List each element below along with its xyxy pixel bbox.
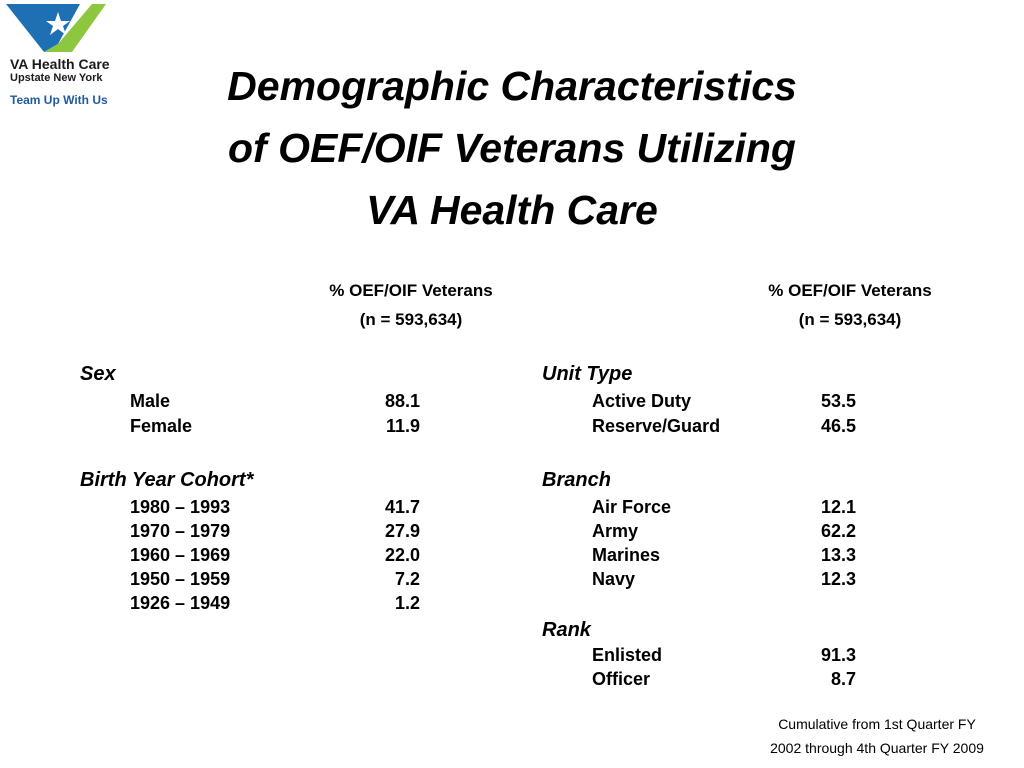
row-label: 1980 – 1993 <box>130 497 231 517</box>
logo-title: VA Health Care <box>10 56 110 72</box>
left-column-header: % OEF/OIF Veterans (n = 593,634) <box>291 276 531 334</box>
table-row: 1970 – 1979 27.9 <box>130 521 420 545</box>
footnote: Cumulative from 1st Quarter FY 2002 thro… <box>740 712 1014 760</box>
table-row: 1980 – 1993 41.7 <box>130 497 420 521</box>
logo-tagline: Team Up With Us <box>10 93 108 107</box>
page-title: Demographic Characteristics of OEF/OIF V… <box>0 55 1024 241</box>
row-value: 27.9 <box>384 521 420 541</box>
table-row: 1950 – 1959 7.2 <box>130 569 420 593</box>
section-title-sex: Sex <box>80 363 116 385</box>
right-header-line-2: (n = 593,634) <box>798 310 902 329</box>
section-title-unit-type: Unit Type <box>542 363 633 385</box>
row-value: 46.5 <box>820 416 856 436</box>
logo-subtitle: Upstate New York <box>10 72 103 84</box>
row-label: Female <box>130 416 193 436</box>
table-row: Reserve/Guard 46.5 <box>592 416 856 440</box>
row-label: Male <box>130 391 171 411</box>
row-label: Navy <box>592 569 636 589</box>
row-label: Reserve/Guard <box>592 416 721 436</box>
row-label: Army <box>592 521 639 541</box>
va-logo: VA Health Care Upstate New York Team Up … <box>6 4 126 110</box>
table-row: Air Force 12.1 <box>592 497 856 521</box>
section-title-branch: Branch <box>542 469 611 491</box>
table-row: Female 11.9 <box>130 416 420 440</box>
row-label: 1960 – 1969 <box>130 545 231 565</box>
table-row: Male 88.1 <box>130 391 420 415</box>
section-title-rank: Rank <box>542 619 591 641</box>
row-value: 1.2 <box>394 593 420 613</box>
footnote-line-1: Cumulative from 1st Quarter FY <box>778 716 976 732</box>
section-title-birth-year-cohort: Birth Year Cohort* <box>80 469 254 491</box>
row-label: Air Force <box>592 497 672 517</box>
table-row: Marines 13.3 <box>592 545 856 569</box>
row-label: 1970 – 1979 <box>130 521 231 541</box>
row-label: 1950 – 1959 <box>130 569 231 589</box>
row-label: Enlisted <box>592 645 663 665</box>
left-header-line-2: (n = 593,634) <box>359 310 463 329</box>
table-row: Enlisted 91.3 <box>592 645 856 669</box>
title-line-2: of OEF/OIF Veterans Utilizing <box>228 125 796 171</box>
right-header-line-1: % OEF/OIF Veterans <box>768 281 932 300</box>
row-value: 13.3 <box>820 545 856 565</box>
table-row: Navy 12.3 <box>592 569 856 593</box>
row-value: 8.7 <box>830 669 856 689</box>
row-value: 12.3 <box>820 569 856 589</box>
row-value: 12.1 <box>820 497 856 517</box>
title-line-3: VA Health Care <box>366 187 658 233</box>
right-column-header: % OEF/OIF Veterans (n = 593,634) <box>730 276 970 334</box>
table-row: Officer 8.7 <box>592 669 856 693</box>
row-label: Active Duty <box>592 391 692 411</box>
row-value: 62.2 <box>820 521 856 541</box>
row-value: 7.2 <box>394 569 420 589</box>
row-value: 88.1 <box>384 391 420 411</box>
row-label: Marines <box>592 545 661 565</box>
row-label: Officer <box>592 669 651 689</box>
left-header-line-1: % OEF/OIF Veterans <box>329 281 493 300</box>
title-line-1: Demographic Characteristics <box>227 63 797 109</box>
table-row: Army 62.2 <box>592 521 856 545</box>
table-row: 1960 – 1969 22.0 <box>130 545 420 569</box>
table-row: Active Duty 53.5 <box>592 391 856 415</box>
row-value: 91.3 <box>820 645 856 665</box>
row-value: 11.9 <box>385 416 420 436</box>
va-star-emblem-icon <box>6 4 106 52</box>
row-value: 53.5 <box>820 391 856 411</box>
row-label: 1926 – 1949 <box>130 593 231 613</box>
row-value: 41.7 <box>384 497 420 517</box>
row-value: 22.0 <box>384 545 420 565</box>
table-row: 1926 – 1949 1.2 <box>130 593 420 617</box>
footnote-line-2: 2002 through 4th Quarter FY 2009 <box>770 740 984 756</box>
